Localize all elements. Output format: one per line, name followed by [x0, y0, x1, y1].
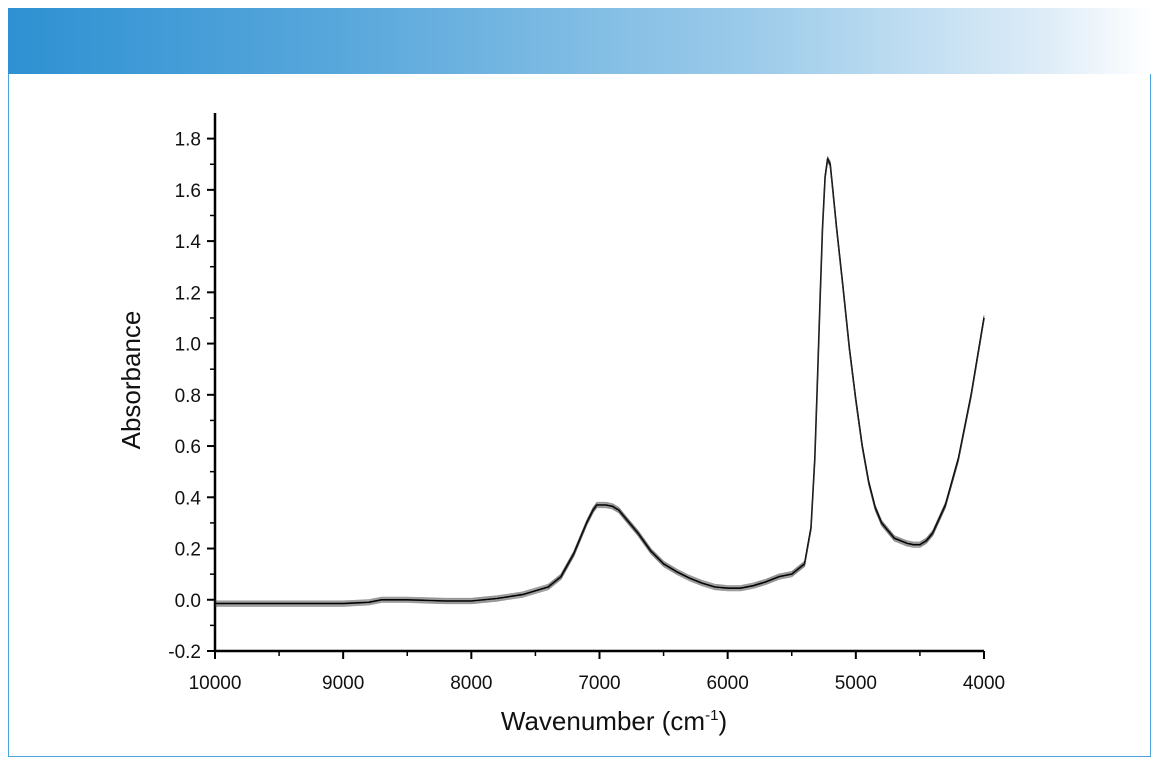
- series-line: [215, 158, 985, 605]
- series-line: [215, 157, 985, 604]
- x-axis-title-main: Wavenumber (cm: [501, 706, 705, 736]
- x-tick-label: 10000: [189, 673, 242, 694]
- x-tick-label: 9000: [322, 673, 364, 694]
- series-line: [215, 156, 985, 603]
- y-tick-label: 1.8: [175, 130, 201, 151]
- figure-frame: [8, 74, 1151, 757]
- x-tick-label: 4000: [963, 673, 1005, 694]
- x-tick-label: 6000: [707, 673, 749, 694]
- plot-area: [215, 156, 985, 607]
- y-axis-title: Absorbance: [116, 311, 146, 450]
- series-line: [215, 160, 985, 606]
- y-tick-label: 1.6: [175, 181, 201, 202]
- y-tick-label: 0.2: [175, 540, 201, 561]
- y-axis: -0.2 0.0 0.2 0.4 0.6 0.8 1.0 1.2 1.4 1.6 1.8: [168, 113, 217, 663]
- y-tick-label: 0.0: [175, 591, 201, 612]
- x-axis-title-sup: -1: [705, 707, 718, 724]
- x-axis-title: Wavenumber (cm-1): [501, 706, 727, 736]
- series-line: [215, 156, 985, 602]
- x-tick-label: 8000: [450, 673, 492, 694]
- y-tick-label: 0.8: [175, 386, 201, 407]
- y-tick-label: -0.2: [168, 642, 201, 663]
- y-tick-label: 1.4: [175, 232, 202, 253]
- y-tick-label: 1.0: [175, 335, 201, 356]
- y-tick-label: 1.2: [175, 283, 201, 304]
- header-banner: [8, 8, 1153, 74]
- x-tick-label: 5000: [835, 673, 877, 694]
- y-tick-label: 0.4: [175, 488, 202, 509]
- series-line: [215, 159, 985, 605]
- x-axis: 10000 9000 8000 7000 6000 5000 4000: [189, 649, 1005, 694]
- x-axis-title-suffix: ): [718, 706, 727, 736]
- y-tick-label: 0.6: [175, 437, 201, 458]
- x-tick-label: 7000: [578, 673, 620, 694]
- series-line: [215, 161, 985, 607]
